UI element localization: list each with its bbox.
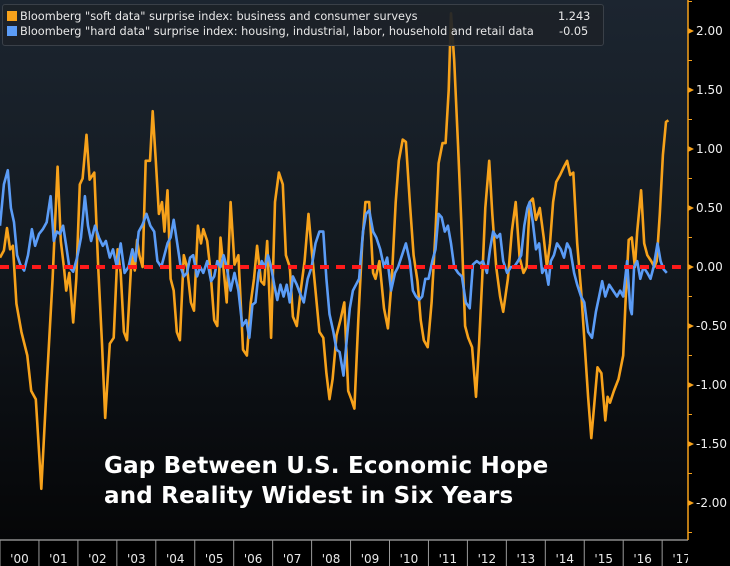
x-tick-label: '15 bbox=[594, 552, 613, 566]
y-tick-mark bbox=[688, 323, 694, 329]
x-tick-label: '00 bbox=[10, 552, 29, 566]
x-tick-label: '07 bbox=[283, 552, 302, 566]
y-tick-label: -1.50 bbox=[696, 437, 727, 451]
x-axis: '00 '01 '02 '03 '04 '05 '06 '07 '08 '09 '10 '11 '12 '… bbox=[0, 539, 691, 566]
y-tick-label: 0.50 bbox=[696, 201, 723, 215]
x-tick-label: '17 bbox=[672, 552, 691, 566]
y-tick-label: 2.00 bbox=[696, 24, 723, 38]
y-tick-mark bbox=[688, 500, 694, 506]
y-axis-background bbox=[688, 0, 730, 566]
x-tick-label: '06 bbox=[244, 552, 263, 566]
x-tick-label: '05 bbox=[205, 552, 224, 566]
y-tick-label: 1.00 bbox=[696, 142, 723, 156]
x-tick-label: '10 bbox=[400, 552, 419, 566]
series-layer bbox=[0, 12, 670, 491]
legend-label-hard: Bloomberg "hard data" surprise index: ho… bbox=[20, 25, 534, 38]
chart-title: Gap Between U.S. Economic Hope and Reali… bbox=[104, 451, 548, 511]
y-tick-mark bbox=[688, 264, 694, 270]
series-line-soft-data bbox=[0, 12, 670, 491]
legend-value-hard: -0.05 bbox=[559, 25, 589, 38]
y-tick-mark bbox=[688, 87, 694, 93]
x-tick-label: '03 bbox=[127, 552, 146, 566]
chart-title-line-1: Gap Between U.S. Economic Hope bbox=[104, 453, 549, 479]
legend: Bloomberg "soft data" surprise index: bu… bbox=[2, 4, 604, 46]
x-tick-label: '04 bbox=[166, 552, 185, 566]
series-line-hard-data bbox=[0, 168, 668, 377]
x-tick-label: '16 bbox=[633, 552, 652, 566]
chart-title-line-2: and Reality Widest in Six Years bbox=[104, 483, 514, 509]
x-tick-label: '11 bbox=[439, 552, 458, 566]
y-tick-mark bbox=[688, 28, 694, 34]
x-tick-label: '09 bbox=[361, 552, 380, 566]
x-tick-label: '13 bbox=[517, 552, 536, 566]
y-tick-label: -0.50 bbox=[696, 319, 727, 333]
y-tick-mark bbox=[688, 146, 694, 152]
y-tick-label: -2.00 bbox=[696, 496, 727, 510]
legend-swatch-soft bbox=[7, 11, 17, 21]
legend-swatch-hard bbox=[7, 26, 17, 36]
x-tick-label: '08 bbox=[322, 552, 341, 566]
y-tick-label: -1.00 bbox=[696, 378, 727, 392]
x-tick-label: '01 bbox=[49, 552, 68, 566]
x-tick-label: '12 bbox=[478, 552, 497, 566]
y-axis: 2.00 1.50 1.00 0.50 0.00 -0.50 -1.00 -1.50 -2.00 bbox=[687, 0, 730, 566]
legend-item-hard-data: Bloomberg "hard data" surprise index: ho… bbox=[7, 25, 588, 39]
y-tick-label: 0.00 bbox=[696, 260, 723, 274]
x-tick-label: '02 bbox=[88, 552, 107, 566]
y-tick-mark bbox=[688, 441, 694, 447]
y-tick-mark bbox=[688, 382, 694, 388]
legend-item-soft-data: Bloomberg "soft data" surprise index: bu… bbox=[7, 10, 590, 24]
legend-label-soft: Bloomberg "soft data" surprise index: bu… bbox=[20, 10, 418, 23]
y-tick-mark bbox=[688, 205, 694, 211]
x-tick-label: '14 bbox=[555, 552, 574, 566]
legend-value-soft: 1.243 bbox=[558, 10, 591, 23]
y-tick-label: 1.50 bbox=[696, 83, 723, 97]
